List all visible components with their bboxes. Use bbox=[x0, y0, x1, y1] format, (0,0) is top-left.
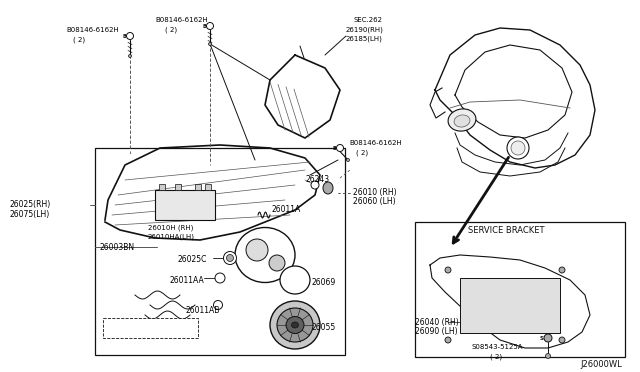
Ellipse shape bbox=[448, 109, 476, 131]
Ellipse shape bbox=[127, 32, 134, 39]
Ellipse shape bbox=[454, 115, 470, 127]
Text: S08543-5125A: S08543-5125A bbox=[472, 344, 524, 350]
Text: 26010H (RH): 26010H (RH) bbox=[148, 224, 193, 231]
Text: 26003BN: 26003BN bbox=[100, 243, 135, 252]
Text: SERVICE BRACKET: SERVICE BRACKET bbox=[468, 226, 545, 235]
Ellipse shape bbox=[269, 255, 285, 271]
Text: B08146-6162H: B08146-6162H bbox=[349, 140, 402, 146]
Text: 26011AA: 26011AA bbox=[170, 276, 205, 285]
Ellipse shape bbox=[337, 144, 344, 151]
Ellipse shape bbox=[227, 254, 234, 262]
Ellipse shape bbox=[323, 182, 333, 194]
Text: B08146-6162H: B08146-6162H bbox=[155, 17, 208, 23]
Ellipse shape bbox=[246, 239, 268, 261]
Text: 26060 (LH): 26060 (LH) bbox=[353, 197, 396, 206]
Bar bbox=[195, 184, 201, 190]
Bar bbox=[175, 184, 181, 190]
Text: 26075(LH): 26075(LH) bbox=[10, 210, 51, 219]
Ellipse shape bbox=[311, 181, 319, 189]
Ellipse shape bbox=[545, 353, 550, 359]
Ellipse shape bbox=[559, 267, 565, 273]
Text: B: B bbox=[332, 145, 336, 151]
Bar bbox=[415, 222, 625, 357]
Text: 26010HA(LH): 26010HA(LH) bbox=[148, 233, 195, 240]
Bar bbox=[205, 184, 211, 190]
Ellipse shape bbox=[214, 301, 223, 310]
Ellipse shape bbox=[207, 22, 214, 29]
Text: SEC.262: SEC.262 bbox=[354, 17, 383, 23]
Text: J26000WL: J26000WL bbox=[580, 360, 621, 369]
Ellipse shape bbox=[291, 322, 298, 328]
Text: B: B bbox=[122, 33, 126, 38]
Text: B: B bbox=[202, 23, 206, 29]
Text: 26190(RH): 26190(RH) bbox=[346, 26, 384, 32]
Ellipse shape bbox=[445, 267, 451, 273]
Ellipse shape bbox=[346, 158, 349, 161]
Text: 26069: 26069 bbox=[312, 278, 336, 287]
Ellipse shape bbox=[270, 301, 320, 349]
Text: 26090 (LH): 26090 (LH) bbox=[415, 327, 458, 336]
Text: ( 2): ( 2) bbox=[356, 149, 368, 155]
Text: NOT FOR SALE: NOT FOR SALE bbox=[106, 320, 157, 326]
Ellipse shape bbox=[544, 334, 552, 342]
Ellipse shape bbox=[559, 337, 565, 343]
Text: B08146-6162H: B08146-6162H bbox=[66, 27, 119, 33]
Bar bbox=[95, 148, 345, 355]
Bar bbox=[460, 278, 560, 333]
Text: 26011A: 26011A bbox=[272, 205, 301, 214]
Text: ( 2): ( 2) bbox=[490, 353, 502, 359]
Bar bbox=[159, 184, 165, 190]
Ellipse shape bbox=[286, 317, 304, 334]
Text: 26025(RH): 26025(RH) bbox=[10, 200, 51, 209]
Ellipse shape bbox=[235, 228, 295, 282]
Text: 26011AB: 26011AB bbox=[185, 306, 220, 315]
Text: 26055: 26055 bbox=[312, 323, 336, 332]
Ellipse shape bbox=[209, 42, 211, 45]
Bar bbox=[155, 190, 215, 220]
Ellipse shape bbox=[223, 251, 237, 264]
Text: 26010 (RH): 26010 (RH) bbox=[353, 188, 397, 197]
Ellipse shape bbox=[277, 308, 313, 342]
Bar bbox=[103, 318, 198, 338]
Ellipse shape bbox=[280, 266, 310, 294]
Text: 26040 (RH): 26040 (RH) bbox=[415, 318, 459, 327]
Text: ( 2): ( 2) bbox=[165, 26, 177, 32]
Ellipse shape bbox=[445, 337, 451, 343]
Text: S: S bbox=[540, 336, 543, 340]
Text: ( 2): ( 2) bbox=[73, 36, 85, 42]
Ellipse shape bbox=[511, 141, 525, 155]
Text: 26185(LH): 26185(LH) bbox=[346, 35, 383, 42]
Text: 26025C: 26025C bbox=[178, 255, 207, 264]
Ellipse shape bbox=[507, 137, 529, 159]
Ellipse shape bbox=[178, 325, 192, 335]
Text: 26243: 26243 bbox=[305, 175, 329, 184]
Ellipse shape bbox=[215, 273, 225, 283]
Ellipse shape bbox=[129, 55, 131, 58]
